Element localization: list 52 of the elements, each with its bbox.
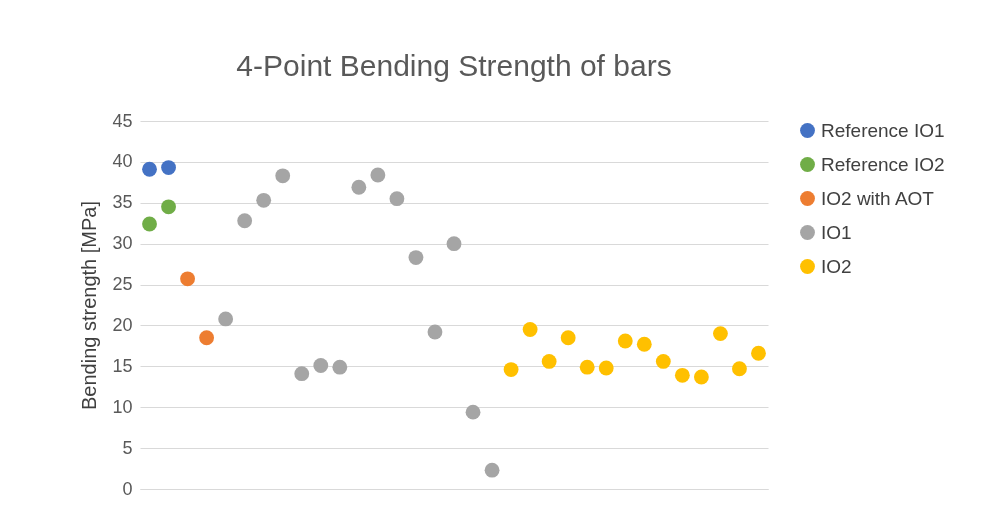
point <box>237 213 253 229</box>
point <box>732 361 747 377</box>
legend-label: Reference IO2 <box>821 153 945 175</box>
point <box>370 167 386 183</box>
point <box>313 358 329 373</box>
legend-label: IO2 <box>821 255 852 277</box>
point <box>389 191 405 207</box>
y-tick-label: 40 <box>112 151 133 172</box>
y-tick-label: 15 <box>112 355 133 376</box>
point <box>465 404 481 420</box>
point <box>180 271 195 287</box>
y-tick-label: 30 <box>112 233 133 254</box>
y-tick-label: 25 <box>112 274 133 295</box>
point <box>541 354 557 369</box>
y-tick-label: 35 <box>112 192 133 213</box>
legend-label: IO2 with AOT <box>821 187 935 209</box>
point <box>674 367 690 383</box>
y-tick-label: 0 <box>122 478 133 499</box>
y-tick-label: 20 <box>112 314 133 335</box>
legend-label: Reference IO1 <box>821 119 945 141</box>
point <box>408 250 424 265</box>
point <box>579 359 595 375</box>
point <box>751 345 766 361</box>
point <box>693 369 709 385</box>
point <box>218 311 234 327</box>
y-tick-label: 45 <box>112 110 133 131</box>
point <box>560 330 576 346</box>
point <box>256 192 272 208</box>
chart-title: 4-Point Bending Strength of bars <box>236 49 672 82</box>
point <box>199 330 215 346</box>
legend-label: IO1 <box>821 221 852 243</box>
point <box>713 326 728 342</box>
point <box>598 360 614 376</box>
point <box>636 336 652 352</box>
point <box>446 236 462 252</box>
point <box>142 216 157 232</box>
point <box>161 199 176 215</box>
y-tick-label: 10 <box>112 396 133 417</box>
y-tick-label: 5 <box>122 437 133 458</box>
point <box>655 354 671 369</box>
point <box>484 462 500 478</box>
point <box>351 179 367 195</box>
point <box>503 362 519 378</box>
point <box>522 322 538 337</box>
point <box>294 366 310 382</box>
point <box>617 333 633 349</box>
point <box>275 168 291 184</box>
point <box>427 324 443 340</box>
point <box>142 161 157 177</box>
point <box>161 160 176 176</box>
y-axis-title: Bending strength [MPa] <box>78 200 101 411</box>
point <box>332 359 348 375</box>
